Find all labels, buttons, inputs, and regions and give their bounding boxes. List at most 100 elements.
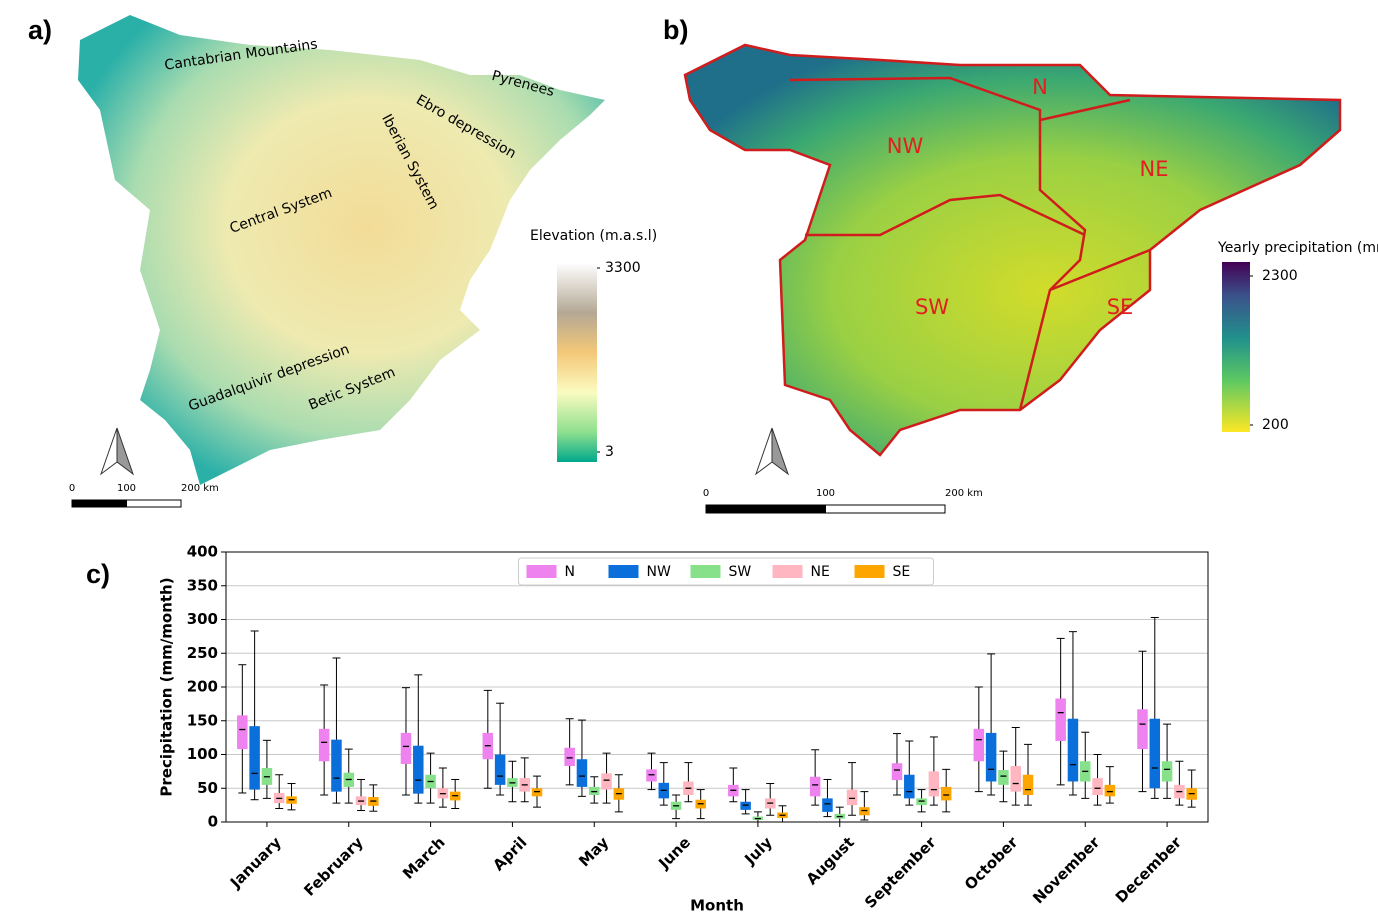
map-label: SE (1107, 295, 1134, 319)
legend-swatch (855, 565, 885, 578)
box (1010, 766, 1021, 792)
y-tick-label: 250 (187, 644, 218, 662)
x-tick-label: November (1029, 833, 1103, 907)
box (916, 798, 927, 805)
legend-label: SE (893, 564, 911, 580)
north-arrow (756, 428, 772, 474)
box (1105, 785, 1116, 796)
x-tick-label: October (961, 833, 1022, 894)
scalebar-segment (127, 500, 182, 507)
legend-swatch (609, 565, 639, 578)
box (331, 740, 342, 792)
box (929, 771, 940, 796)
box (1068, 719, 1079, 782)
scalebar-segment (706, 505, 826, 513)
x-tick-label: June (654, 833, 694, 873)
x-tick-label: February (300, 833, 367, 900)
x-tick-label: January (226, 833, 285, 892)
page: a)Cantabrian MountainsPyreneesEbro depre… (0, 0, 1378, 914)
scalebar-label: 0 (703, 488, 709, 499)
panel-label: b) (663, 15, 688, 45)
box (646, 769, 657, 781)
legend-swatch (527, 565, 557, 578)
box (589, 787, 600, 795)
legend-label: NE (811, 564, 830, 580)
colorbar-tick-label: 3 (605, 444, 614, 460)
box (859, 807, 870, 815)
box (401, 733, 412, 764)
figure: a)Cantabrian MountainsPyreneesEbro depre… (0, 0, 1378, 914)
legend-label: NW (647, 564, 671, 580)
map-label: NW (887, 134, 924, 158)
x-tick-label: April (489, 833, 530, 874)
x-tick-label: September (861, 833, 940, 912)
y-tick-label: 100 (187, 745, 218, 763)
x-tick-label: March (399, 833, 449, 883)
scalebar-label: 100 (117, 483, 136, 494)
x-tick-label: July (740, 833, 776, 869)
map-label: SW (915, 295, 949, 319)
box (974, 729, 985, 761)
north-arrow (101, 428, 117, 474)
x-tick-label: December (1112, 833, 1186, 907)
scalebar-label: 100 (816, 488, 835, 499)
box (319, 729, 330, 761)
box (892, 763, 903, 780)
box (249, 726, 260, 789)
box (998, 770, 1009, 785)
legend-swatch (773, 565, 803, 578)
colorbar-tick-label: 3300 (605, 260, 641, 276)
colorbar-tick-label: 200 (1262, 417, 1289, 433)
box (810, 777, 821, 797)
box (941, 787, 952, 801)
colorbar (1222, 262, 1250, 432)
scalebar-segment (826, 505, 946, 513)
y-axis-label: Precipitation (mm/month) (158, 577, 176, 796)
x-tick-label: May (575, 833, 612, 870)
y-tick-label: 300 (187, 610, 218, 628)
north-arrow (117, 428, 133, 474)
box (1092, 778, 1103, 795)
box (822, 798, 833, 812)
box (413, 746, 424, 794)
y-tick-label: 200 (187, 678, 218, 696)
box (495, 755, 506, 785)
scalebar-label: 200 km (945, 488, 983, 499)
box (1055, 698, 1066, 741)
map-label: N (1032, 75, 1048, 99)
box (1162, 761, 1173, 781)
legend-swatch (691, 565, 721, 578)
box (577, 759, 588, 787)
colorbar-title: Yearly precipitation (mm) (1217, 240, 1378, 256)
box (601, 773, 612, 789)
map-label: NE (1140, 157, 1169, 181)
panel-label: a) (28, 15, 52, 45)
panel-label: c) (86, 559, 110, 589)
colorbar (557, 263, 597, 462)
box (904, 775, 915, 799)
x-tick-label: August (803, 833, 858, 888)
legend-label: N (565, 564, 575, 580)
y-tick-label: 50 (197, 779, 218, 797)
box (564, 748, 575, 766)
y-tick-label: 350 (187, 576, 218, 594)
y-tick-label: 400 (187, 543, 218, 561)
colorbar-tick-label: 2300 (1262, 268, 1298, 284)
box (532, 788, 543, 796)
y-tick-label: 150 (187, 711, 218, 729)
box (1023, 775, 1033, 795)
box (740, 802, 751, 810)
box (1137, 709, 1148, 749)
north-arrow (772, 428, 788, 474)
colorbar-title: Elevation (m.a.s.l) (530, 228, 657, 244)
box (237, 715, 248, 749)
y-tick-label: 0 (208, 813, 218, 831)
box (1150, 719, 1161, 789)
scalebar-label: 0 (69, 483, 75, 494)
box (986, 733, 997, 782)
legend-label: SW (729, 564, 752, 580)
box (847, 790, 858, 806)
x-axis-label: Month (690, 897, 744, 914)
scalebar-segment (72, 500, 127, 507)
scalebar-label: 200 km (181, 483, 219, 494)
